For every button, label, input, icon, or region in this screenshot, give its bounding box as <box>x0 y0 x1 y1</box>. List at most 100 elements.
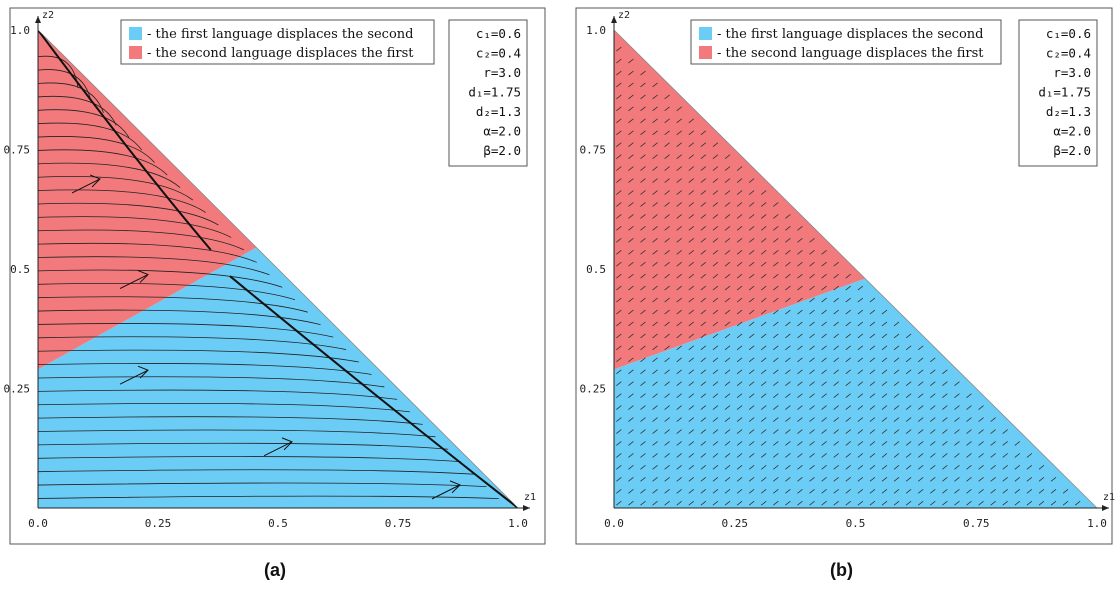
legend-swatch <box>699 27 712 40</box>
x-axis-label: z1 <box>524 492 536 503</box>
field-dash <box>712 369 719 375</box>
field-dash <box>809 441 815 446</box>
trajectory <box>38 69 92 101</box>
field-dash <box>917 393 924 398</box>
field-dash <box>664 477 670 482</box>
field-dash <box>917 357 924 363</box>
field-dash <box>905 333 912 339</box>
arrow-marker <box>431 480 461 500</box>
field-dash <box>978 441 984 446</box>
field-dash <box>978 465 984 470</box>
field-dash <box>773 202 779 207</box>
field-dash <box>700 238 707 243</box>
field-dash <box>954 500 960 506</box>
field-dash <box>676 357 682 363</box>
x-tick-label: 0.5 <box>268 517 288 530</box>
field-dash <box>688 190 695 195</box>
field-dash <box>628 178 634 183</box>
field-dash <box>664 369 670 375</box>
field-dash <box>676 261 682 267</box>
field-dash <box>785 309 791 315</box>
x-tick-label: 1.0 <box>508 517 528 530</box>
field-dash <box>700 321 707 327</box>
field-dash <box>712 226 719 231</box>
field-dash <box>676 429 682 434</box>
parameter-value: r=3.0 <box>1053 65 1091 80</box>
field-dash <box>845 297 852 303</box>
y-axis-label: z2 <box>618 10 630 21</box>
field-dash <box>760 190 767 195</box>
field-dash <box>724 178 731 183</box>
field-dash <box>809 309 815 315</box>
field-dash <box>821 357 827 363</box>
field-dash <box>966 500 972 506</box>
field-dash <box>821 333 827 339</box>
field-dash <box>905 405 912 410</box>
field-dash <box>676 345 682 351</box>
field-dash <box>736 249 743 255</box>
field-dash <box>797 369 803 375</box>
field-dash <box>700 477 707 482</box>
field-dash <box>724 190 731 195</box>
field-dash <box>881 453 888 458</box>
field-dash <box>942 453 948 458</box>
field-dash <box>845 273 852 279</box>
field-dash <box>688 393 695 398</box>
legend-box <box>120 19 435 65</box>
field-dash <box>857 429 864 434</box>
field-dash <box>809 500 815 506</box>
field-dash <box>1062 488 1069 494</box>
field-dash <box>676 393 682 398</box>
field-dash <box>664 345 670 351</box>
field-dash <box>712 381 719 387</box>
field-dash <box>797 417 803 422</box>
field-dash <box>905 393 912 398</box>
field-dash <box>664 238 670 243</box>
field-dash <box>640 106 646 112</box>
field-dash <box>640 488 646 494</box>
field-dash <box>640 118 646 124</box>
field-dash <box>809 381 815 387</box>
field-dash <box>640 321 646 327</box>
trajectory <box>38 149 168 176</box>
field-dash <box>652 500 658 506</box>
field-dash <box>688 309 695 315</box>
y-tick-label: 1.0 <box>586 24 606 37</box>
field-dash <box>760 357 767 363</box>
field-dash <box>652 214 658 219</box>
field-dash <box>845 429 852 434</box>
field-dash <box>700 405 707 410</box>
field-dash <box>628 190 634 195</box>
field-dash <box>881 465 888 470</box>
field-dash <box>785 214 791 219</box>
x-tick-label: 1.0 <box>1087 517 1107 530</box>
field-dash <box>857 345 864 351</box>
field-dash <box>616 429 622 434</box>
field-dash <box>664 321 670 327</box>
field-dash <box>930 465 936 470</box>
field-dash <box>700 465 707 470</box>
field-dash <box>1026 465 1033 470</box>
field-dash <box>833 488 839 494</box>
field-dash <box>676 285 682 291</box>
field-dash <box>640 226 646 231</box>
field-dash <box>652 405 658 410</box>
field-dash <box>640 154 646 159</box>
field-dash <box>724 381 731 387</box>
field-dash <box>640 261 646 267</box>
field-dash <box>700 488 707 494</box>
trajectory <box>38 336 347 350</box>
arrow-marker <box>71 174 101 194</box>
field-dash <box>905 465 912 470</box>
field-dash <box>881 357 888 363</box>
field-dash <box>628 142 634 148</box>
field-dash <box>700 261 707 267</box>
field-dash <box>954 453 960 458</box>
field-dash <box>869 357 876 363</box>
field-dash <box>616 333 622 339</box>
field-dash <box>942 488 948 494</box>
field-dash <box>688 297 695 303</box>
field-dash <box>640 453 646 458</box>
field-dash <box>712 477 719 482</box>
field-dash <box>748 357 755 363</box>
